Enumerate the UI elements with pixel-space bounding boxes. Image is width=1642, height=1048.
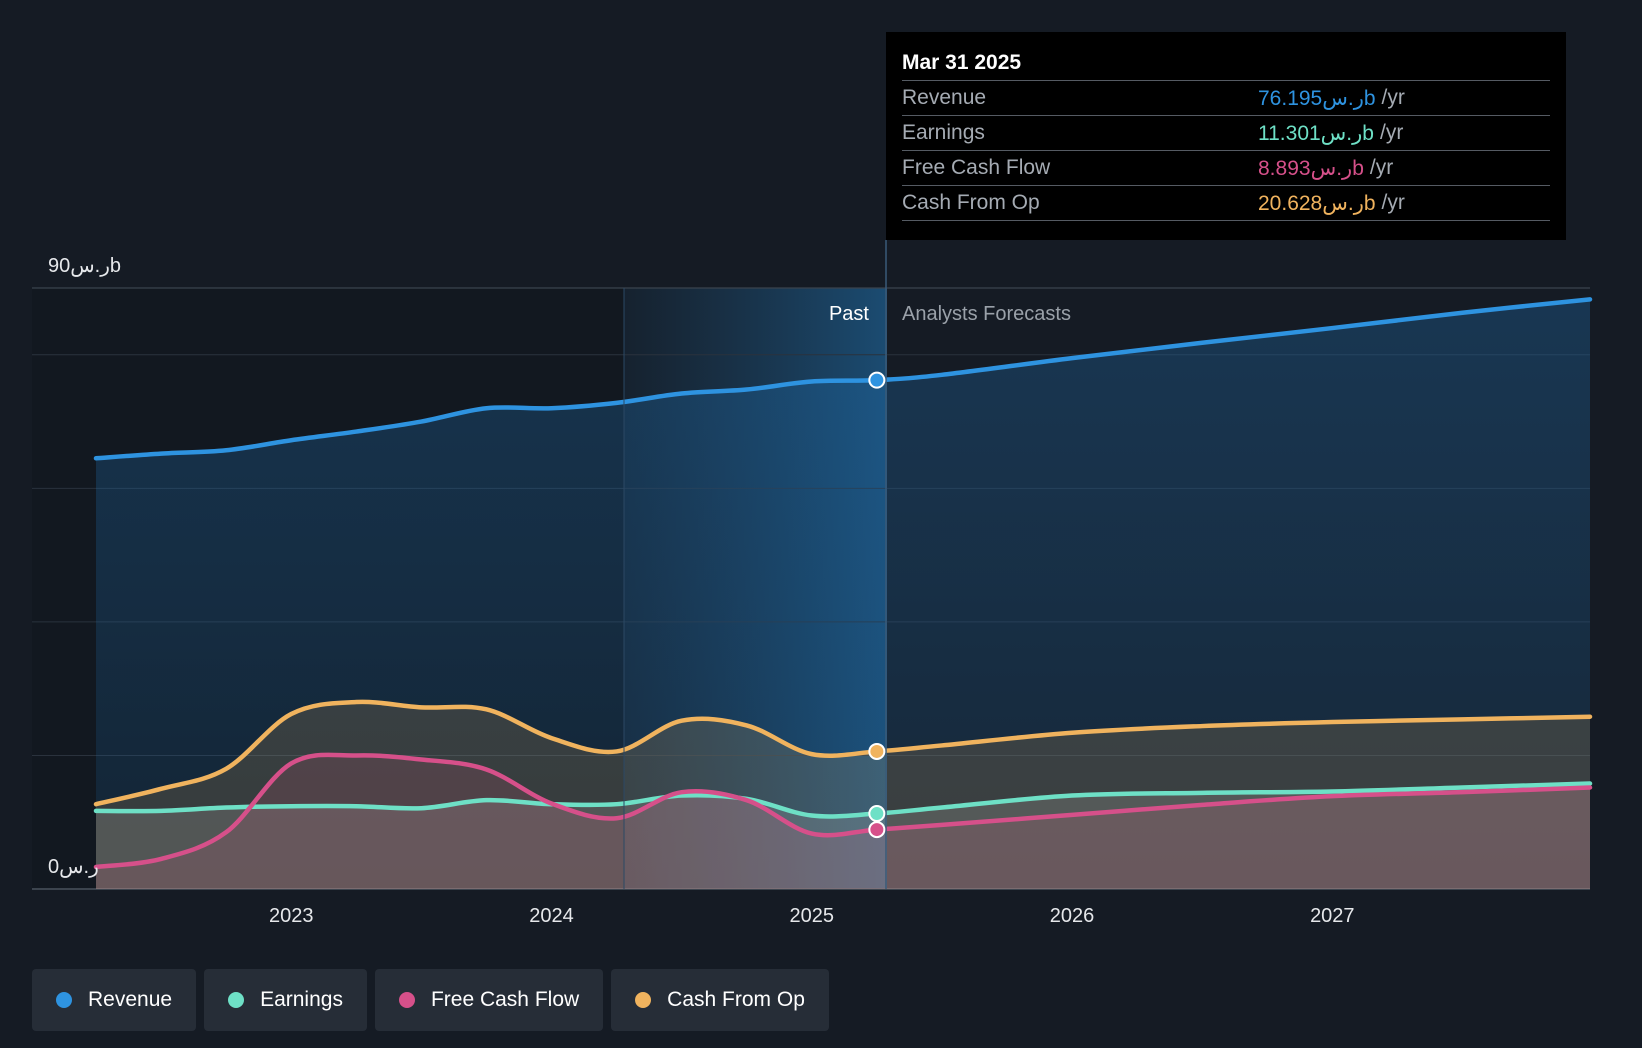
area-free-cash-flow (96, 754, 1590, 889)
tooltip-row-value: 76.195ر.سb (1258, 86, 1376, 110)
line-revenue (93, 297, 1593, 461)
tooltip-row-label: Earnings (902, 121, 985, 144)
x-tick-label: 2024 (529, 905, 574, 927)
tooltip-row-revenue: Revenue 76.195ر.سb /yr (902, 80, 1550, 115)
past-zone-label: Past (829, 303, 869, 325)
hover-markers (868, 371, 886, 839)
legend-dot-icon (635, 992, 652, 1008)
marker-cash-from-op (868, 742, 886, 760)
x-tick-label: 2025 (790, 905, 835, 927)
marker-free-cash-flow (868, 821, 886, 839)
legend: Revenue Earnings Free Cash Flow Cash Fro… (32, 969, 829, 1031)
legend-item-cash-from-op[interactable]: Cash From Op (611, 969, 829, 1031)
x-tick-label: 2026 (1050, 905, 1095, 927)
x-tick-label: 2027 (1310, 905, 1355, 927)
legend-dot-icon (398, 992, 415, 1008)
tooltip-row-label: Cash From Op (902, 191, 1040, 214)
legend-label: Revenue (88, 988, 173, 1011)
tooltip-panel: Mar 31 2025 Revenue 76.195ر.سb /yr Earni… (886, 32, 1566, 240)
tooltip-row-unit: /yr (1369, 156, 1394, 179)
legend-label: Cash From Op (667, 988, 805, 1011)
tooltip-row-unit: /yr (1381, 191, 1405, 214)
tooltip-row-label: Revenue (902, 86, 987, 109)
tooltip-row-value: 20.628ر.سb (1258, 191, 1376, 215)
legend-item-revenue[interactable]: Revenue (32, 969, 197, 1031)
tooltip-row-unit: /yr (1379, 121, 1404, 144)
legend-item-free-cash-flow[interactable]: Free Cash Flow (374, 969, 604, 1031)
legend-label: Earnings (260, 988, 343, 1011)
tooltip-row-label: Free Cash Flow (902, 156, 1051, 179)
y-axis-top-label: 90ر.سb (48, 255, 121, 277)
x-axis: 2023 2024 2025 2026 2027 (269, 905, 1355, 927)
y-axis-bottom-label: 0ر.س (48, 856, 99, 878)
tooltip-row-value: 11.301ر.سb (1258, 121, 1374, 145)
legend-dot-icon (56, 992, 72, 1008)
legend-item-earnings[interactable]: Earnings (204, 969, 367, 1031)
marker-earnings (868, 805, 886, 823)
legend-label: Free Cash Flow (430, 988, 580, 1011)
line-cash-from-op (93, 699, 1593, 807)
tooltip-row-earnings: Earnings 11.301ر.سb /yr (902, 115, 1550, 150)
area-cash-from-op (96, 701, 1590, 889)
tooltip-date: Mar 31 2025 (902, 51, 1022, 74)
tooltip-row-value: 8.893ر.سb (1258, 156, 1364, 180)
forecast-zone-label: Analysts Forecasts (902, 303, 1071, 325)
tooltip-row-cash-from-op: Cash From Op 20.628ر.سb /yr (902, 185, 1550, 221)
tooltip-row-free-cash-flow: Free Cash Flow 8.893ر.سb /yr (902, 150, 1550, 185)
legend-dot-icon (228, 992, 245, 1008)
line-free-cash-flow (93, 752, 1593, 870)
tooltip-row-unit: /yr (1381, 86, 1405, 109)
chart-area: 2023 2024 2025 2026 2027 90ر.سb 0ر.س Past An… (32, 240, 1593, 927)
marker-revenue (868, 371, 886, 389)
area-revenue (96, 299, 1590, 889)
series-lines (93, 297, 1593, 870)
x-tick-label: 2023 (269, 905, 314, 927)
